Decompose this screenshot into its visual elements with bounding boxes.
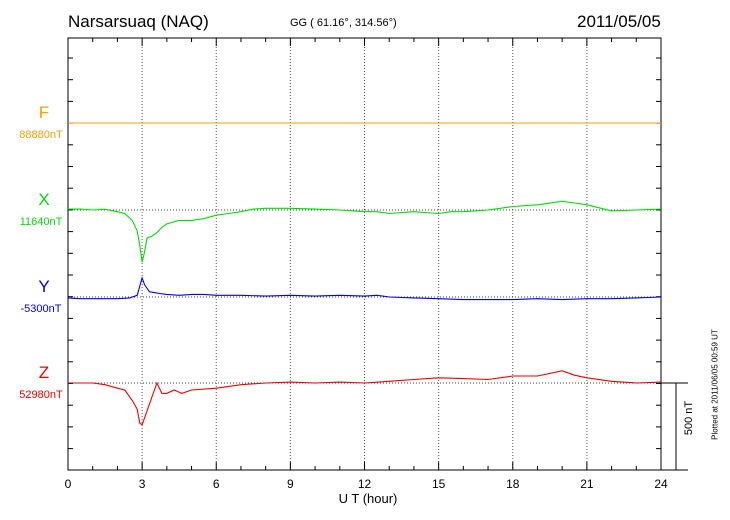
station-coordinates: GG ( 61.16°, 314.56°): [290, 17, 397, 29]
series-base-Z: 52980nT: [19, 389, 63, 401]
x-tick-label: 21: [580, 477, 594, 491]
x-tick-label: 9: [287, 477, 294, 491]
series-base-F: 88880nT: [19, 129, 63, 141]
x-tick-labels: 0 3 6 9 12 15 18 21 24: [65, 477, 668, 491]
series-line-X: [67, 200, 662, 263]
series-name-F: F: [39, 103, 49, 122]
grid-lines: [68, 38, 661, 470]
series-name-X: X: [38, 190, 49, 209]
series-line-Y: [67, 276, 662, 301]
x-tick-label: 18: [506, 477, 520, 491]
series-line-Z: [68, 370, 662, 426]
axis-ticks: [67, 38, 662, 470]
series-base-X: 11640nT: [20, 216, 63, 228]
x-tick-label: 3: [139, 477, 146, 491]
plotted-timestamp: Plotted at 2011/06/05 00:59 UT: [710, 329, 720, 440]
x-tick-label: 0: [65, 477, 72, 491]
series-base-Y: -5300nT: [21, 303, 62, 315]
x-tick-label: 12: [358, 477, 372, 491]
x-axis-title: U T (hour): [339, 491, 398, 506]
series-lines: [67, 122, 662, 426]
scale-label: 500 nT: [683, 400, 695, 436]
x-tick-label: 6: [213, 477, 220, 491]
plot-date: 2011/05/05: [577, 12, 661, 31]
x-tick-label: 15: [432, 477, 446, 491]
series-name-Y: Y: [38, 277, 49, 296]
series-side-labels: F 88880nT X 11640nT Y -5300nT Z 52980nT: [19, 103, 63, 401]
x-tick-label: 24: [654, 477, 668, 491]
station-title: Narsarsuaq (NAQ): [68, 12, 209, 31]
series-name-Z: Z: [39, 363, 49, 382]
